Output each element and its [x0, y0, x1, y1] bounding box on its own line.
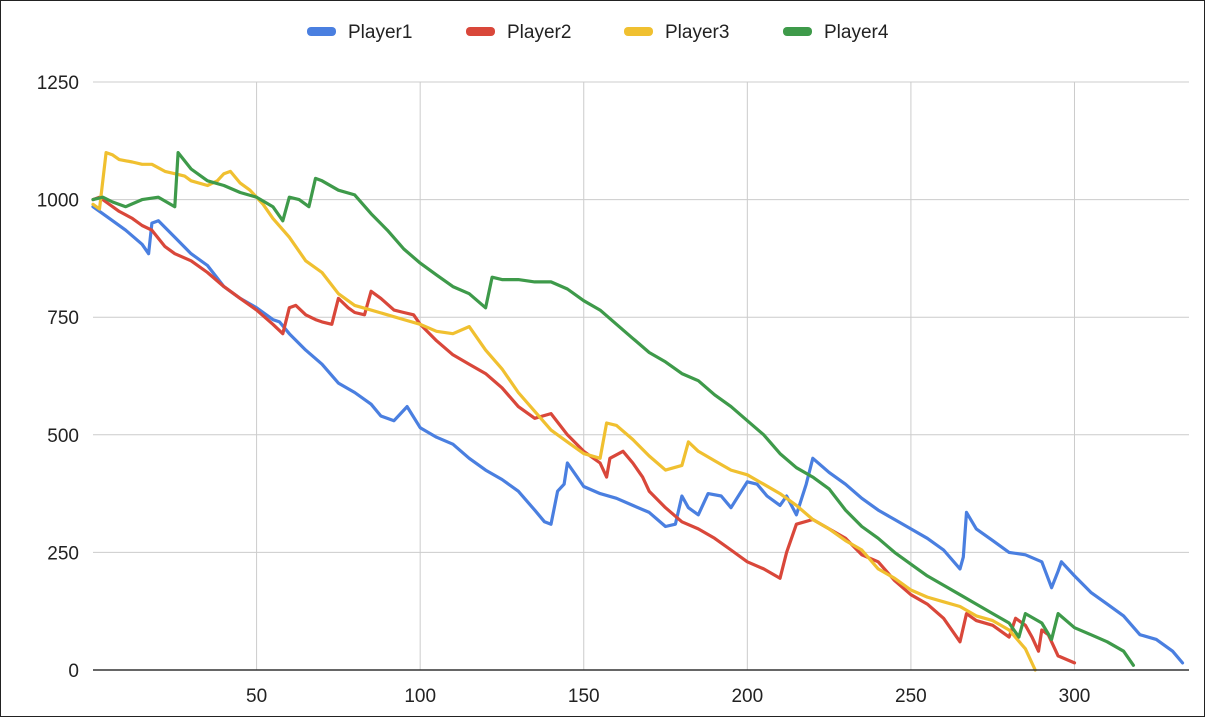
x-tick-label: 250 — [895, 686, 927, 707]
x-tick-label: 300 — [1059, 686, 1091, 707]
y-tick-label: 750 — [47, 308, 79, 329]
legend-swatch — [307, 27, 336, 36]
series-lines — [91, 151, 1185, 672]
legend-swatch — [783, 27, 812, 36]
series-line-player1 — [91, 205, 1185, 665]
x-tick-label: 200 — [731, 686, 763, 707]
legend-label: Player3 — [665, 22, 729, 43]
x-tick-label: 50 — [246, 686, 267, 707]
series-line-player2 — [91, 195, 1077, 665]
x-tick-label: 150 — [568, 686, 600, 707]
legend-label: Player1 — [348, 22, 412, 43]
x-axis-ticks: 50 100 150 200 250 300 — [246, 686, 1090, 707]
legend-swatch — [624, 27, 653, 36]
legend-item-player2[interactable]: Player2 — [466, 22, 571, 43]
y-tick-label: 0 — [68, 661, 79, 682]
legend-item-player3[interactable]: Player3 — [624, 22, 729, 43]
y-axis-ticks: 0 250 500 750 1000 1250 — [37, 73, 79, 682]
legend-item-player1[interactable]: Player1 — [307, 22, 412, 43]
series-line-player3 — [91, 151, 1037, 672]
legend-item-player4[interactable]: Player4 — [783, 22, 889, 43]
x-tick-label: 100 — [404, 686, 436, 707]
y-tick-label: 500 — [47, 426, 79, 447]
legend-label: Player2 — [507, 22, 571, 43]
series-line-player4 — [91, 151, 1135, 667]
y-tick-label: 1250 — [37, 73, 79, 94]
legend: Player1 Player2 Player3 Player4 — [307, 22, 889, 43]
y-tick-label: 250 — [47, 543, 79, 564]
legend-label: Player4 — [824, 22, 889, 43]
legend-swatch — [466, 27, 495, 36]
gridlines — [93, 81, 1189, 670]
y-tick-label: 1000 — [37, 191, 79, 212]
